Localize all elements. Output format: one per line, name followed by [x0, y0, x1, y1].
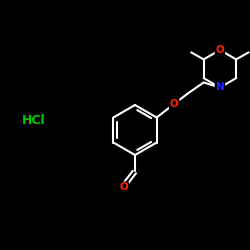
Text: O: O	[216, 45, 224, 55]
Text: HCl: HCl	[22, 114, 46, 126]
Text: N: N	[216, 82, 224, 92]
Text: O: O	[170, 99, 178, 109]
Text: O: O	[120, 182, 128, 192]
